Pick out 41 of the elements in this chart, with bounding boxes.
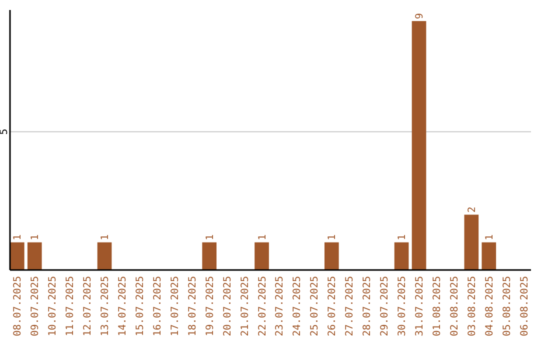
x-tick-label: 06.08.2025 [519,276,530,336]
data-label: 9 [414,13,426,20]
data-label: 1 [257,234,268,240]
data-label: 1 [12,234,24,240]
x-tick-label: 13.07.2025 [100,276,112,336]
x-tick-label: 28.07.2025 [362,276,374,336]
y-tick-label: 5 [0,128,10,135]
data-label: 1 [397,234,408,240]
x-tick-label: 22.07.2025 [257,276,268,336]
x-tick-label: 17.07.2025 [170,276,181,336]
x-tick-label: 14.07.2025 [117,276,128,336]
x-tick-label: 12.07.2025 [82,276,94,336]
x-tick-label: 04.08.2025 [484,276,496,336]
x-tick-label: 21.07.2025 [240,276,251,336]
data-label: 1 [30,234,42,240]
x-tick-label: 11.07.2025 [65,276,76,336]
data-label: 1 [484,234,496,240]
x-tick-label: 15.07.2025 [134,276,146,336]
data-label: 1 [100,234,112,240]
x-tick-label: 20.07.2025 [222,276,234,336]
x-tick-label: 08.07.2025 [12,276,24,336]
x-tick-label: 29.07.2025 [380,276,391,336]
x-tick-label: 25.07.2025 [310,276,321,336]
x-tick-label: 09.07.2025 [30,276,42,336]
x-tick-label: 19.07.2025 [204,276,216,336]
x-tick-label: 23.07.2025 [274,276,286,336]
x-tick-label: 05.08.2025 [502,276,513,336]
x-tick-label: 24.07.2025 [292,276,304,336]
x-tick-label: 27.07.2025 [344,276,356,336]
x-tick-label: 16.07.2025 [152,276,164,336]
x-tick-label: 30.07.2025 [397,276,408,336]
x-tick-label: 01.08.2025 [432,276,443,336]
x-tick-label: 31.07.2025 [414,276,426,336]
data-label: 1 [327,234,338,240]
data-label: 2 [466,206,478,213]
x-tick-label: 18.07.2025 [187,276,198,336]
x-tick-label: 02.08.2025 [449,276,460,336]
x-tick-label: 26.07.2025 [327,276,338,336]
x-tick-label: 03.08.2025 [466,276,478,336]
data-label: 1 [204,234,216,240]
x-tick-label: 10.07.2025 [48,276,59,336]
